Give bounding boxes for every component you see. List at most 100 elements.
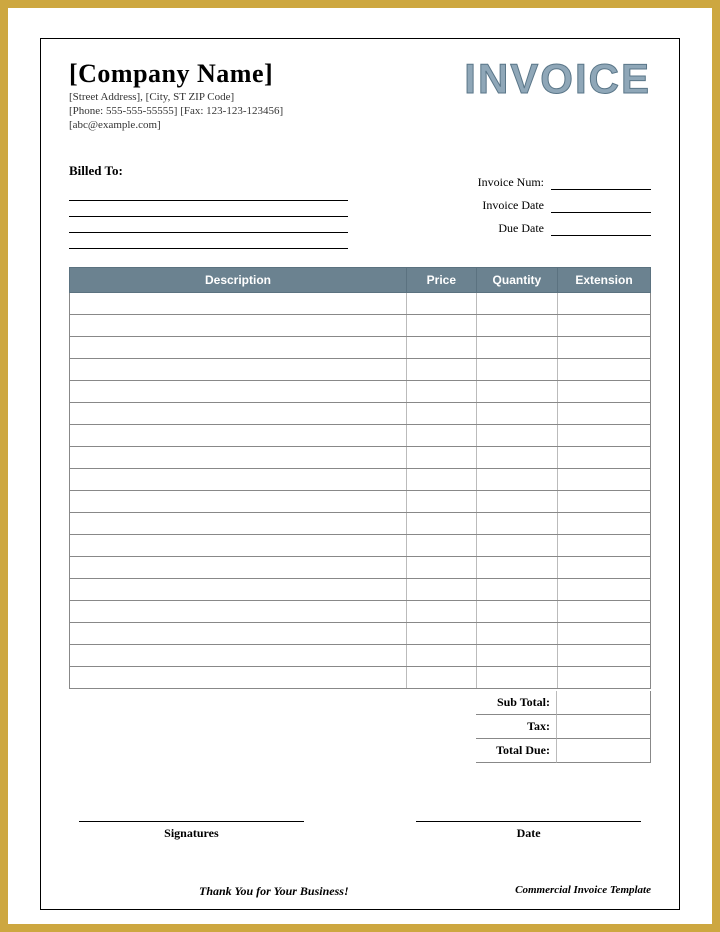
table-cell[interactable] — [70, 513, 407, 535]
table-cell[interactable] — [406, 535, 476, 557]
table-cell[interactable] — [558, 315, 651, 337]
table-cell[interactable] — [70, 315, 407, 337]
table-row[interactable] — [70, 293, 651, 315]
table-cell[interactable] — [70, 667, 407, 689]
table-cell[interactable] — [476, 623, 557, 645]
table-cell[interactable] — [476, 359, 557, 381]
table-row[interactable] — [70, 601, 651, 623]
table-cell[interactable] — [558, 381, 651, 403]
table-cell[interactable] — [476, 293, 557, 315]
table-cell[interactable] — [476, 491, 557, 513]
table-row[interactable] — [70, 447, 651, 469]
table-cell[interactable] — [406, 447, 476, 469]
table-row[interactable] — [70, 557, 651, 579]
table-row[interactable] — [70, 381, 651, 403]
table-cell[interactable] — [406, 513, 476, 535]
table-cell[interactable] — [558, 491, 651, 513]
table-cell[interactable] — [476, 469, 557, 491]
table-cell[interactable] — [406, 491, 476, 513]
table-cell[interactable] — [70, 403, 407, 425]
tax-value[interactable] — [556, 715, 651, 739]
table-cell[interactable] — [476, 557, 557, 579]
table-cell[interactable] — [406, 667, 476, 689]
table-cell[interactable] — [70, 579, 407, 601]
table-cell[interactable] — [558, 557, 651, 579]
table-cell[interactable] — [558, 337, 651, 359]
table-cell[interactable] — [70, 535, 407, 557]
table-cell[interactable] — [70, 381, 407, 403]
table-cell[interactable] — [558, 579, 651, 601]
table-cell[interactable] — [476, 535, 557, 557]
table-row[interactable] — [70, 403, 651, 425]
table-row[interactable] — [70, 359, 651, 381]
table-row[interactable] — [70, 623, 651, 645]
table-cell[interactable] — [70, 293, 407, 315]
table-cell[interactable] — [70, 469, 407, 491]
billed-line[interactable] — [69, 201, 348, 217]
table-cell[interactable] — [476, 645, 557, 667]
billed-line[interactable] — [69, 217, 348, 233]
table-cell[interactable] — [558, 645, 651, 667]
table-cell[interactable] — [406, 293, 476, 315]
table-row[interactable] — [70, 535, 651, 557]
table-cell[interactable] — [476, 579, 557, 601]
table-cell[interactable] — [406, 403, 476, 425]
table-cell[interactable] — [558, 359, 651, 381]
table-cell[interactable] — [558, 403, 651, 425]
table-cell[interactable] — [476, 315, 557, 337]
table-cell[interactable] — [70, 337, 407, 359]
table-cell[interactable] — [476, 447, 557, 469]
table-cell[interactable] — [406, 557, 476, 579]
table-cell[interactable] — [70, 359, 407, 381]
table-row[interactable] — [70, 425, 651, 447]
table-cell[interactable] — [406, 337, 476, 359]
table-cell[interactable] — [406, 359, 476, 381]
table-cell[interactable] — [70, 645, 407, 667]
table-row[interactable] — [70, 667, 651, 689]
table-cell[interactable] — [476, 337, 557, 359]
due-date-field[interactable] — [551, 224, 651, 236]
table-cell[interactable] — [70, 557, 407, 579]
table-row[interactable] — [70, 469, 651, 491]
table-cell[interactable] — [70, 447, 407, 469]
table-cell[interactable] — [558, 513, 651, 535]
table-cell[interactable] — [406, 469, 476, 491]
billed-line[interactable] — [69, 185, 348, 201]
table-cell[interactable] — [476, 513, 557, 535]
table-cell[interactable] — [558, 425, 651, 447]
table-row[interactable] — [70, 579, 651, 601]
table-cell[interactable] — [476, 403, 557, 425]
invoice-date-field[interactable] — [551, 201, 651, 213]
table-cell[interactable] — [558, 623, 651, 645]
table-cell[interactable] — [558, 469, 651, 491]
table-cell[interactable] — [558, 447, 651, 469]
table-cell[interactable] — [558, 535, 651, 557]
table-cell[interactable] — [476, 601, 557, 623]
table-cell[interactable] — [70, 425, 407, 447]
table-cell[interactable] — [476, 425, 557, 447]
billed-line[interactable] — [69, 233, 348, 249]
total-due-value[interactable] — [556, 739, 651, 763]
table-row[interactable] — [70, 645, 651, 667]
table-cell[interactable] — [406, 579, 476, 601]
table-cell[interactable] — [406, 645, 476, 667]
table-cell[interactable] — [70, 601, 407, 623]
table-cell[interactable] — [558, 293, 651, 315]
table-cell[interactable] — [406, 623, 476, 645]
table-row[interactable] — [70, 513, 651, 535]
table-cell[interactable] — [406, 601, 476, 623]
table-row[interactable] — [70, 315, 651, 337]
table-cell[interactable] — [558, 601, 651, 623]
table-cell[interactable] — [70, 623, 407, 645]
table-cell[interactable] — [406, 315, 476, 337]
table-cell[interactable] — [558, 667, 651, 689]
table-cell[interactable] — [476, 381, 557, 403]
invoice-num-field[interactable] — [551, 178, 651, 190]
table-cell[interactable] — [406, 381, 476, 403]
table-row[interactable] — [70, 337, 651, 359]
table-cell[interactable] — [476, 667, 557, 689]
table-row[interactable] — [70, 491, 651, 513]
subtotal-value[interactable] — [556, 691, 651, 715]
table-cell[interactable] — [70, 491, 407, 513]
table-cell[interactable] — [406, 425, 476, 447]
